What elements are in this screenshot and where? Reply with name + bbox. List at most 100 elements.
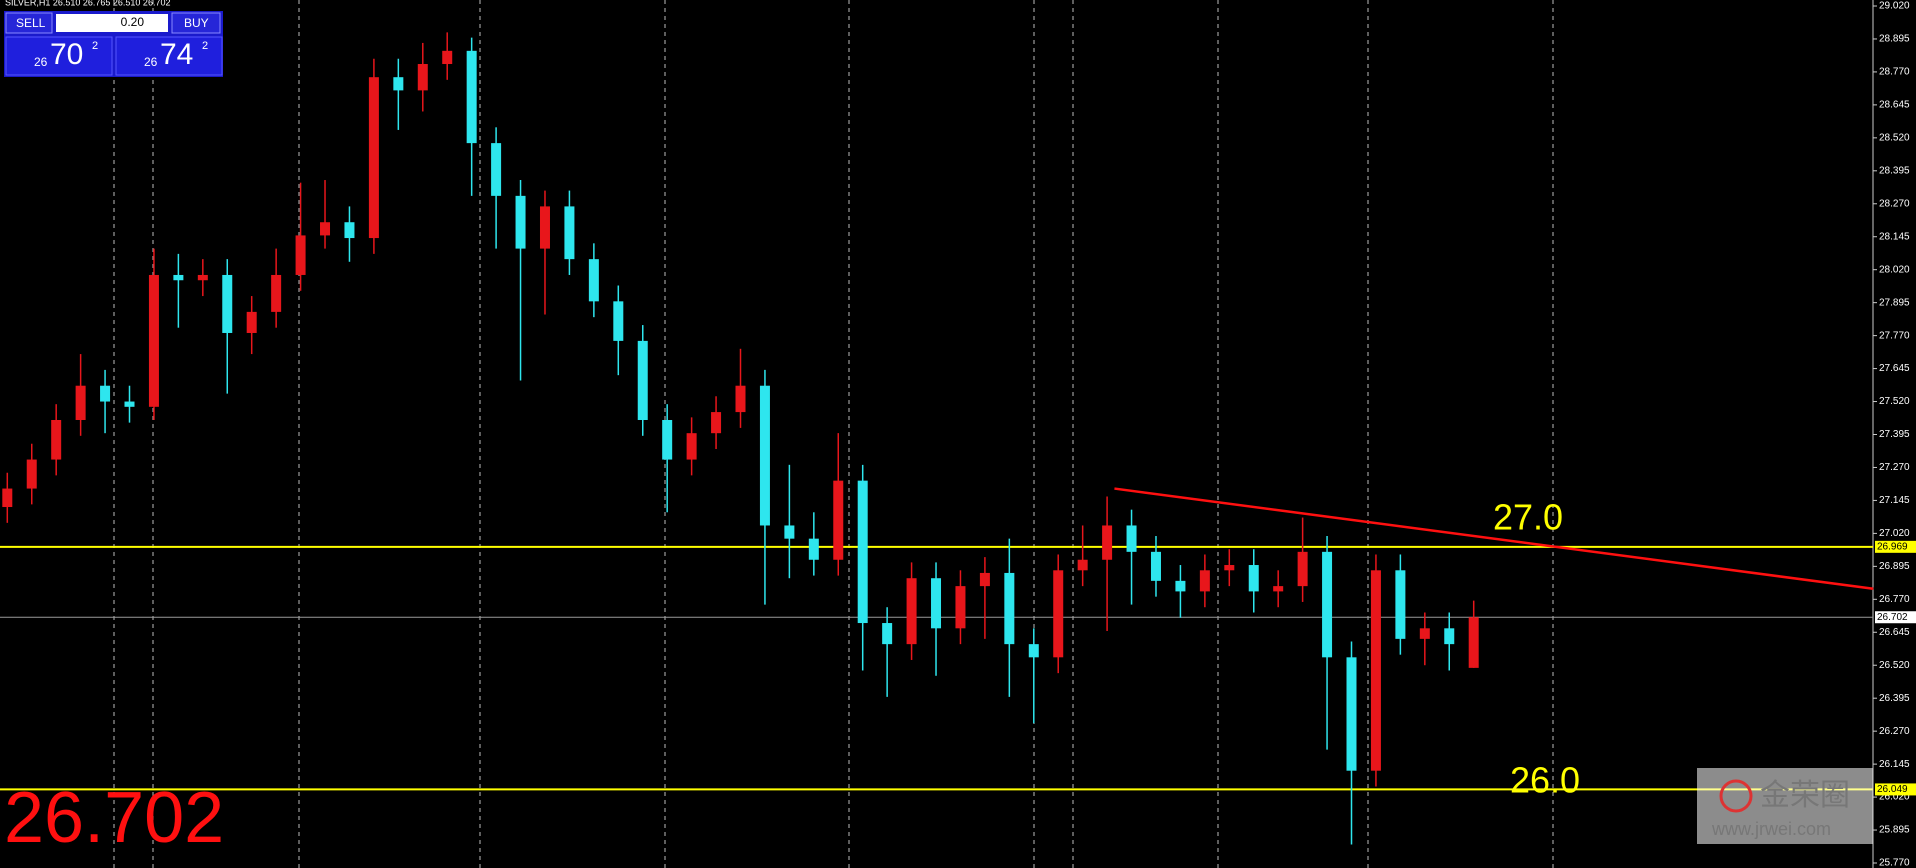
candle-body [197,274,208,281]
candle-body [1346,657,1357,771]
candle-body [1419,628,1430,639]
candle-body [1248,565,1259,592]
y-tick-label: 28.270 [1879,198,1910,209]
candle-body [222,274,233,333]
price-tag [1875,611,1916,624]
candle-body [1028,644,1039,658]
candle-body [491,143,502,196]
y-tick-label: 26.270 [1879,726,1910,737]
y-tick-label: 27.895 [1879,297,1910,308]
candle-body [1126,525,1137,552]
candle-body [1297,551,1308,587]
candle-body [1273,586,1284,592]
annotation: 27.0 [1493,497,1563,538]
ask-main: 74 [160,38,193,71]
y-tick-label: 29.020 [1879,1,1910,12]
y-tick-label: 26.520 [1879,660,1910,671]
price-tag-label: 26.702 [1877,612,1908,623]
y-tick-label: 28.895 [1879,34,1910,45]
candle-body [662,419,673,460]
watermark-url: www.jrwei.com [1711,819,1831,839]
y-tick-label: 28.520 [1879,132,1910,143]
candle-body [808,538,819,560]
y-tick-label: 28.770 [1879,67,1910,78]
y-tick-label: 25.895 [1879,825,1910,836]
y-tick-label: 27.645 [1879,363,1910,374]
price-tag-label: 26.049 [1877,784,1908,795]
y-tick-label: 28.645 [1879,100,1910,111]
candle-body [711,412,722,434]
watermark-logo [1719,779,1753,813]
lot-box[interactable] [56,14,168,32]
bid-box [5,36,113,76]
candle-body [1175,580,1186,592]
y-tick-label: 26.645 [1879,627,1910,638]
candle-body [833,480,844,560]
candle-body [686,433,697,460]
candle-body [26,459,37,489]
annotation: 26.0 [1510,760,1580,801]
buy-label: BUY [184,16,209,30]
candle-body [1053,570,1064,658]
candle-body [564,206,575,260]
candle-body [637,340,648,420]
candle-body [271,274,282,312]
candle-body [1444,628,1455,645]
ask-sup: 2 [202,40,208,52]
candle-body [1224,565,1235,571]
candle-body [1468,617,1479,668]
bid-big: 26 [34,55,48,69]
candle-body [246,311,257,333]
y-tick-label: 27.020 [1879,528,1910,539]
candle-body [393,77,404,91]
y-tick-label: 26.145 [1879,759,1910,770]
bid-sup: 2 [92,40,98,52]
y-tick-label: 28.145 [1879,231,1910,242]
candle-body [588,259,599,302]
candle-body [735,385,746,413]
candle-body [173,274,184,281]
candle-body [515,195,526,249]
candle-body [906,578,917,645]
candle-body [882,623,893,645]
ask-box [115,36,223,76]
y-tick-label: 26.770 [1879,594,1910,605]
bid-main: 70 [50,38,83,71]
sell-button[interactable] [5,12,53,34]
candle-body [148,274,159,407]
candle-body [295,235,306,275]
candle-body [1199,570,1210,592]
candle-body [2,488,13,508]
candle-body [539,206,550,249]
ask-big: 26 [144,55,158,69]
price-tag [1875,783,1916,796]
price-label: 26.702 [4,778,224,858]
candle-body [857,480,868,624]
y-tick-label: 27.395 [1879,429,1910,440]
candle-body [784,525,795,539]
candle-body [1004,572,1015,645]
candle-body [1150,551,1161,581]
trend-line [1114,487,1874,590]
candle-body [1077,559,1088,571]
y-tick-label: 26.895 [1879,561,1910,572]
price-tag-label: 26.969 [1877,541,1908,552]
y-tick-label: 26.020 [1879,792,1910,803]
candle-body [320,222,331,236]
candle-body [466,50,477,144]
candle-body [442,50,453,65]
candle-body [417,64,428,91]
y-tick-label: 25.770 [1879,858,1910,868]
buy-button[interactable] [171,12,221,34]
y-tick-label: 26.395 [1879,693,1910,704]
candle-body [1395,570,1406,639]
chart-header: SILVER,H1 26.510 26.765 26.510 26.702 [5,0,170,7]
candle-body [75,385,86,420]
y-tick-label: 27.520 [1879,396,1910,407]
sell-label: SELL [16,16,46,30]
candle-body [1102,525,1113,560]
candle-body [931,578,942,629]
candle-body [613,301,624,341]
